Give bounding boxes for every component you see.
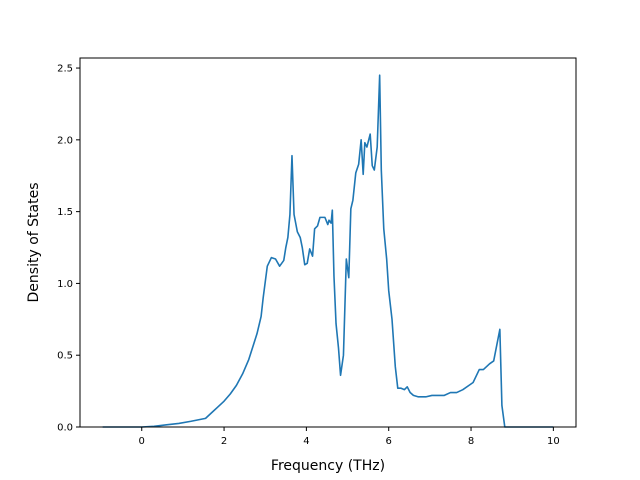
y-tick-label: 1.0 <box>57 279 73 290</box>
x-tick-label: 6 <box>386 436 392 447</box>
x-tick-label: 4 <box>303 436 309 447</box>
plot-area <box>102 74 554 428</box>
y-tick-label: 1.5 <box>57 207 73 218</box>
y-tick-label: 2.0 <box>57 135 73 146</box>
y-axis-label: Density of States <box>26 183 42 303</box>
axes-ticks: 0 2 4 6 8 10 0.0 0.5 1.0 1.5 2.0 2.5 <box>57 64 560 447</box>
y-tick-label: 2.5 <box>57 64 73 75</box>
plot-frame <box>79 57 577 428</box>
y-tick-label: 0.0 <box>57 423 73 434</box>
dos-series-line-0 <box>102 74 554 428</box>
x-axis-label: Frequency (THz) <box>271 458 385 474</box>
x-tick-label: 2 <box>221 436 227 447</box>
y-tick-label: 0.5 <box>57 351 73 362</box>
x-tick-label: 8 <box>468 436 474 447</box>
x-tick-label: 0 <box>139 436 145 447</box>
x-tick-label: 10 <box>547 436 560 447</box>
